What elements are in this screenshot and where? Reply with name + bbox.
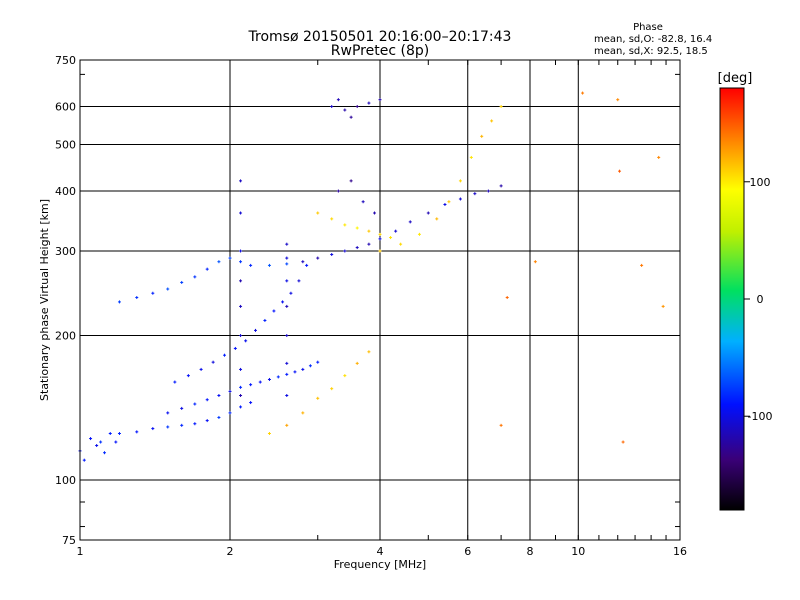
series-x-lower-cluster — [267, 350, 371, 436]
x-axis-label: Frequency [MHz] — [334, 558, 426, 571]
colorbar-tick-label: 100 — [750, 176, 771, 189]
series-mid-trace-1 — [166, 360, 320, 415]
y-tick-label: 400 — [55, 185, 76, 198]
y-axis-label: Stationary phase Virtual Height [km] — [38, 199, 51, 401]
x-tick-label: 10 — [571, 545, 585, 558]
stats-line-x: mean, sd,X: 92.5, 18.5 — [594, 46, 708, 57]
y-tick-label: 600 — [55, 101, 76, 114]
grid-layer — [80, 60, 680, 540]
y-tick-label: 300 — [55, 245, 76, 258]
series-upper-trace — [117, 256, 289, 304]
x-tick-label: 6 — [464, 545, 471, 558]
series-vertical-streak-2-6-mhz — [285, 242, 289, 398]
x-tick-label: 2 — [227, 545, 234, 558]
series-vertical-streak-2-1-mhz — [239, 179, 243, 398]
y-tick-label: 75 — [62, 534, 76, 547]
chart-title: Tromsø 20150501 20:16:00–20:17:43 — [248, 29, 512, 45]
colorbar — [719, 87, 745, 511]
chart-subtitle: RwPretec (8p) — [331, 43, 429, 59]
series-lower-trace — [78, 401, 253, 453]
series-f2-high-cluster — [330, 98, 382, 215]
series-lower-trace-scatter — [82, 432, 118, 462]
series-x-trace — [378, 105, 503, 253]
x-tick-label: 4 — [377, 545, 384, 558]
series-sparse-high-frequency-echoes — [499, 91, 665, 444]
y-tick-label: 100 — [55, 474, 76, 487]
series-mid-trace-2 — [173, 263, 309, 384]
x-tick-label: 16 — [673, 545, 687, 558]
stats-line-o: mean, sd,O: -82.8, 16.4 — [594, 34, 712, 45]
colorbar-ticks: 100 0 -100 — [744, 176, 772, 423]
series-f2-trace — [301, 184, 503, 264]
y-tick-label: 500 — [55, 139, 76, 152]
x-tick-label: 1 — [77, 545, 84, 558]
series-x-f-region — [316, 211, 393, 240]
stats-header: Phase — [633, 22, 663, 33]
y-tick-label: 750 — [55, 54, 76, 67]
points-layer — [78, 91, 665, 462]
ticks-layer: 1 2 4 6 8 10 16 75 100 200 300 400 500 600 750 — [55, 54, 687, 558]
colorbar-tick-label: -100 — [748, 410, 773, 423]
x-tick-label: 8 — [527, 545, 534, 558]
colorbar-tick-label: 0 — [757, 293, 764, 306]
colorbar-label: [deg] — [718, 71, 753, 86]
y-tick-label: 200 — [55, 330, 76, 343]
